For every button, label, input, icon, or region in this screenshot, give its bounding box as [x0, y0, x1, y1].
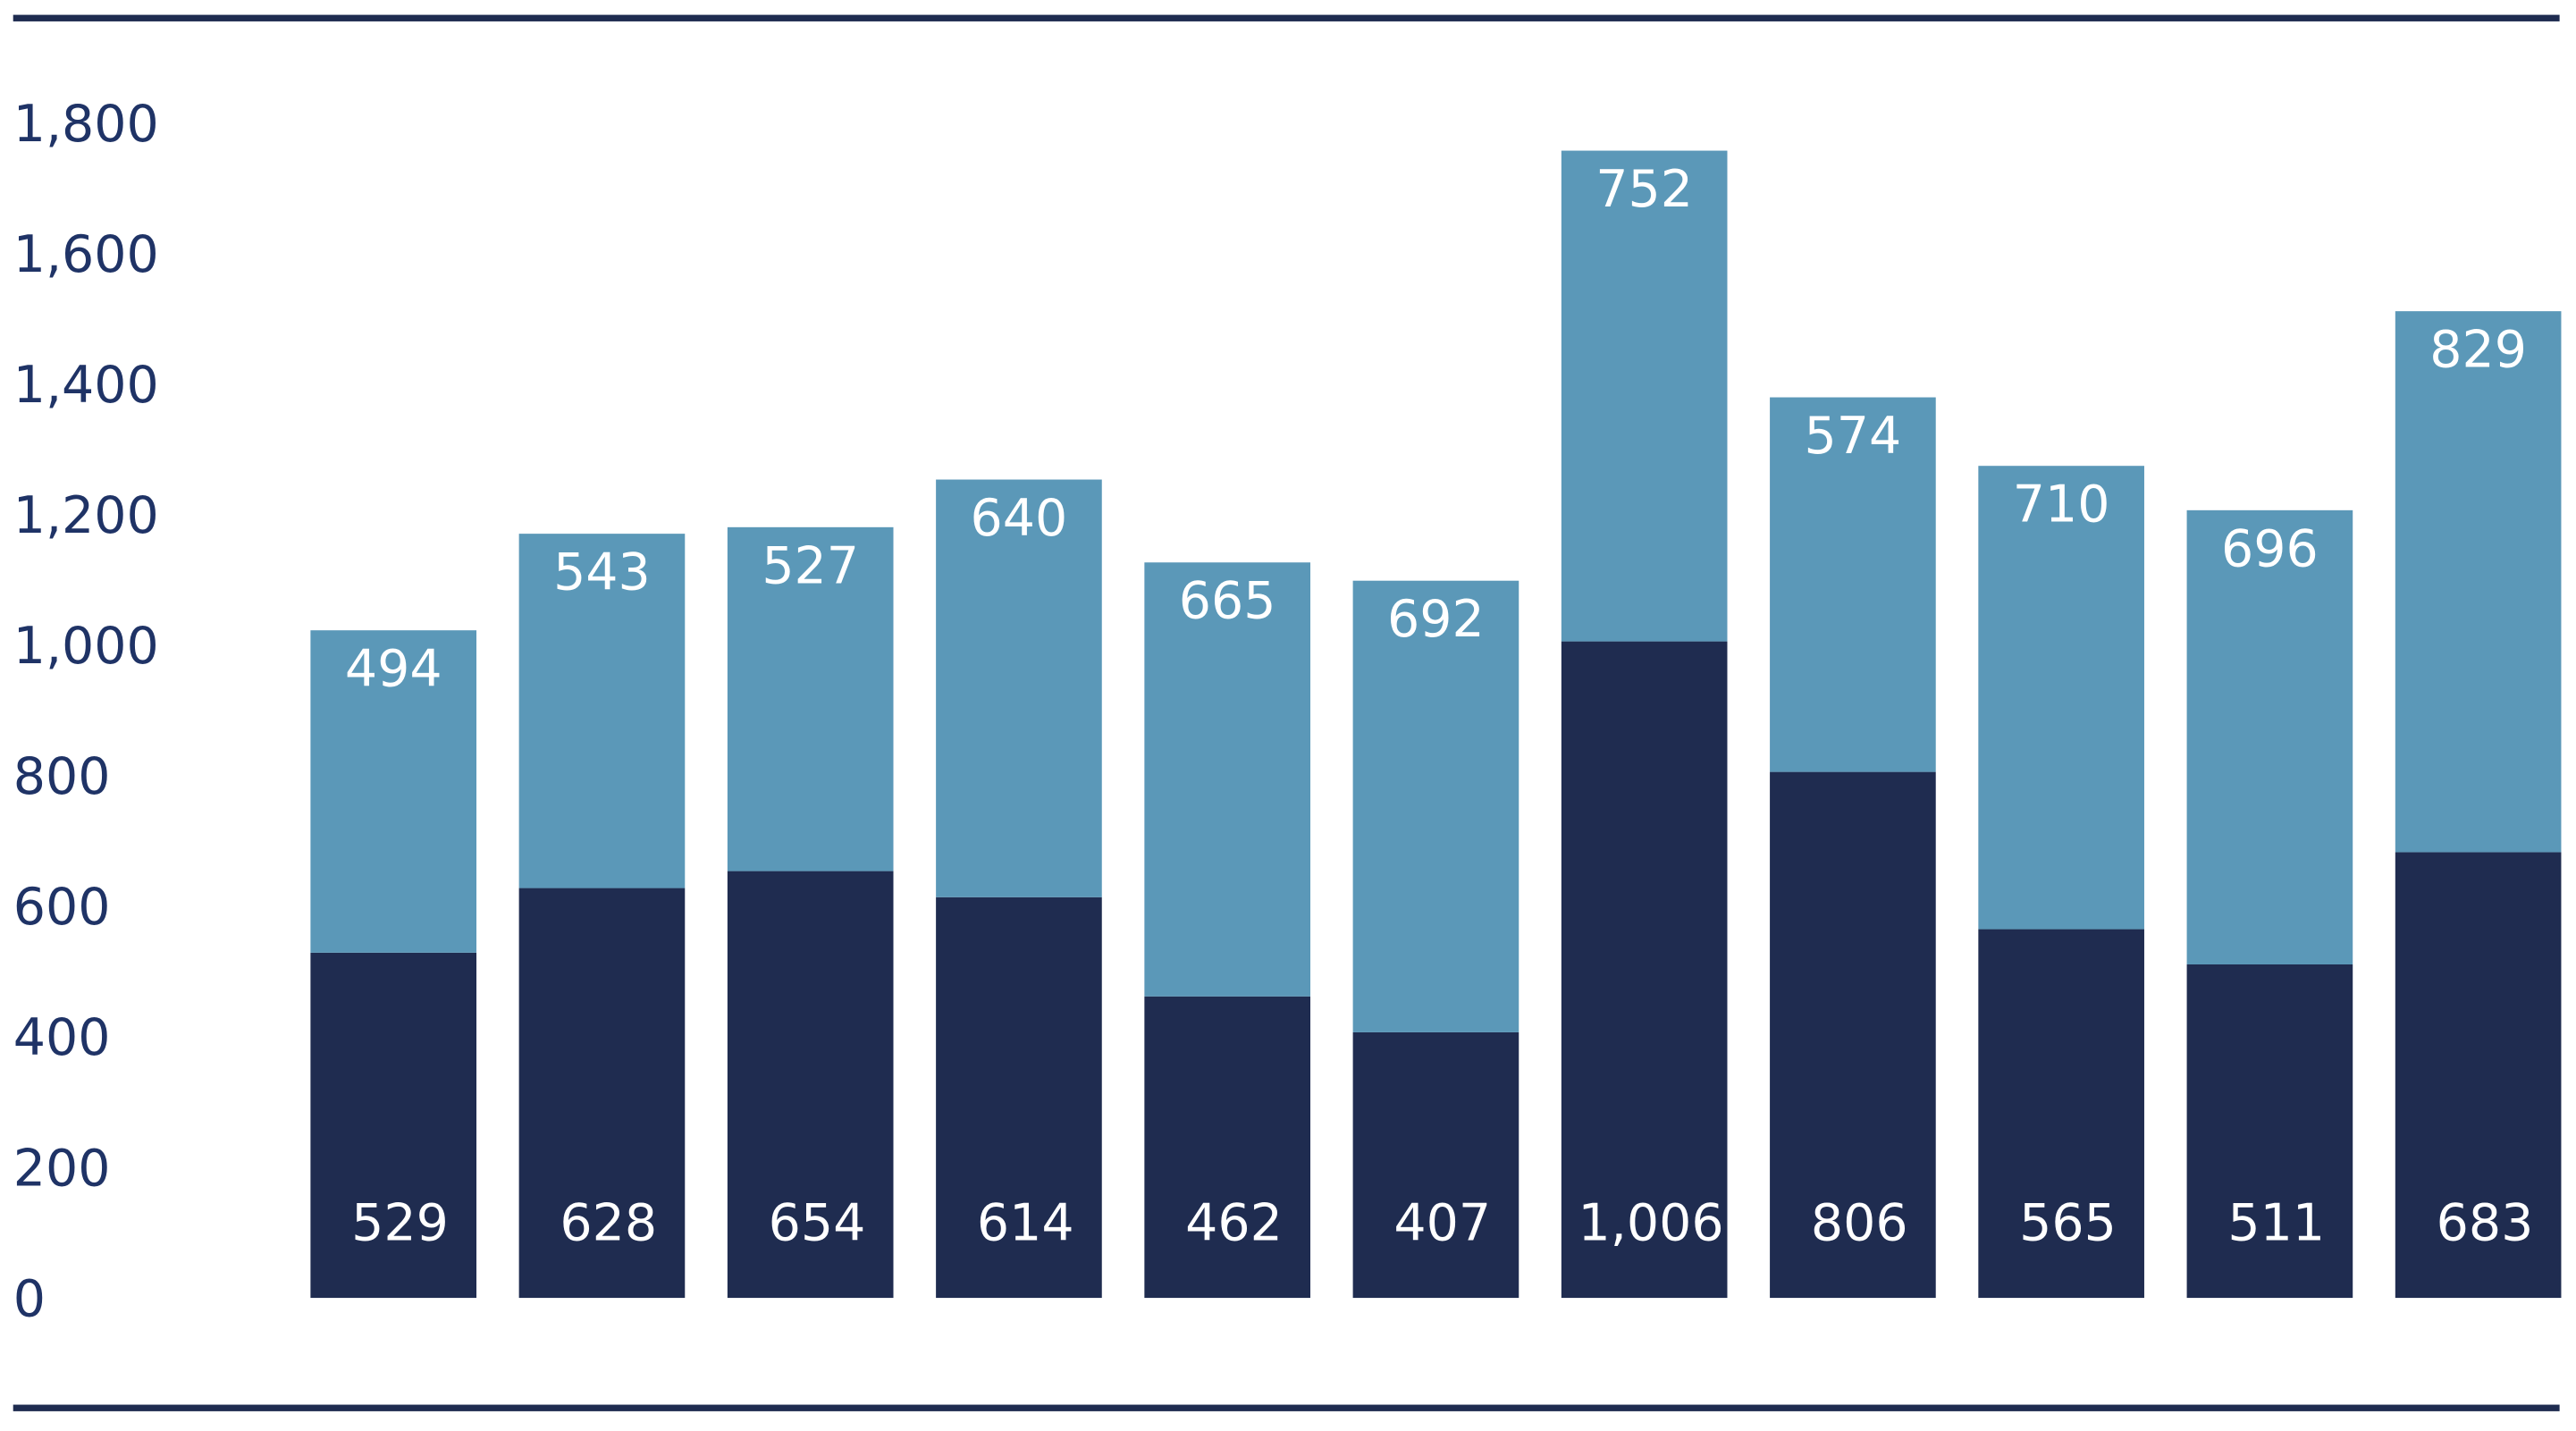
data-label: 829	[2429, 321, 2527, 380]
y-tick-label: 1,000	[13, 617, 159, 676]
y-tick-label: 800	[13, 747, 111, 806]
data-label: 407	[1393, 1194, 1491, 1253]
bar-segment-upper	[1561, 150, 1728, 642]
data-label: 574	[1805, 407, 1902, 466]
data-label: 692	[1387, 590, 1485, 649]
bar-segment-upper	[2395, 311, 2562, 853]
y-tick-label: 600	[13, 878, 111, 937]
bar-segment-upper	[936, 479, 1102, 897]
data-label: 696	[2221, 519, 2319, 578]
bar-segment-lower	[1770, 771, 1936, 1299]
y-tick-label: 1,200	[13, 486, 159, 545]
y-tick-label: 1,800	[13, 95, 159, 154]
bar-segment-lower	[1978, 929, 2144, 1299]
bottom-rule	[13, 1404, 2560, 1411]
bar-segment-upper	[1978, 466, 2144, 930]
bar-segment-upper	[518, 534, 686, 888]
bars: 529 494 628 543 654 527 614 640 462 665 407 692 1,00…	[310, 150, 2562, 1299]
data-label: 527	[762, 536, 859, 595]
data-label: 752	[1595, 160, 1693, 219]
data-label: 665	[1179, 572, 1276, 631]
bar-segment-upper	[1770, 397, 1936, 772]
data-label: 462	[1185, 1194, 1283, 1253]
data-label: 529	[351, 1194, 449, 1253]
bar-segment-lower	[936, 896, 1102, 1299]
data-label: 806	[1811, 1194, 1908, 1253]
bar-segment-lower	[727, 871, 894, 1299]
bar-segment-upper	[727, 526, 894, 871]
bar-segment-lower	[310, 952, 477, 1299]
y-tick-label: 0	[13, 1269, 46, 1328]
data-label: 511	[2227, 1194, 2325, 1253]
bar-segment-upper	[310, 630, 477, 953]
bar-segment-lower	[1352, 1031, 1520, 1299]
y-tick-label: 1,400	[13, 356, 159, 415]
data-label: 494	[345, 640, 442, 699]
bar-segment-lower	[518, 888, 686, 1299]
data-label: 628	[560, 1194, 657, 1253]
bar-segment-lower	[2186, 964, 2353, 1299]
data-label: 614	[977, 1194, 1074, 1253]
data-label: 683	[2437, 1194, 2534, 1253]
data-label: 640	[971, 489, 1068, 548]
data-label: 654	[769, 1194, 866, 1253]
data-label: 543	[553, 543, 651, 602]
y-axis: 0 200 400 600 800 1,000 1,200 1,400 1,600 1,800	[13, 95, 159, 1328]
bar-segment-upper	[1352, 580, 1520, 1032]
data-label: 1,006	[1578, 1194, 1723, 1253]
bar-segment-upper	[2186, 509, 2353, 964]
data-label: 565	[2019, 1194, 2117, 1253]
data-label: 710	[2013, 476, 2110, 535]
bar-segment-lower	[2395, 852, 2562, 1299]
y-tick-label: 200	[13, 1139, 111, 1198]
bar-segment-lower	[1561, 641, 1728, 1299]
bar-segment-upper	[1144, 562, 1310, 997]
y-tick-label: 400	[13, 1008, 111, 1067]
top-rule	[13, 14, 2560, 21]
y-tick-label: 1,600	[13, 225, 159, 284]
bar-segment-lower	[1144, 996, 1310, 1299]
